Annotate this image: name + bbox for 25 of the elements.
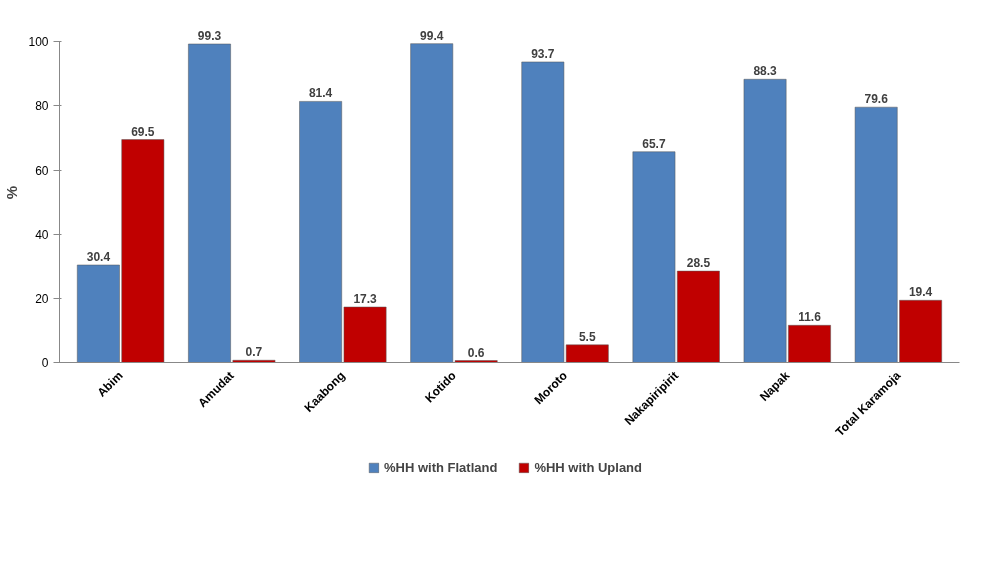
y-tick-label: 0 [41, 356, 49, 370]
data-label: 88.3 [753, 64, 778, 79]
data-label: 30.4 [86, 249, 111, 264]
data-label: 28.5 [686, 256, 711, 271]
data-label: 17.3 [353, 292, 378, 307]
legend-label: %HH with Flatland [384, 459, 498, 475]
y-tick-label: 80 [35, 99, 49, 114]
data-label: 99.3 [197, 28, 222, 43]
data-label: 81.4 [308, 86, 333, 101]
data-label: 19.4 [908, 285, 933, 300]
y-tick-label: 60 [35, 163, 49, 178]
y-tick-label: 40 [35, 227, 49, 242]
data-label: 11.6 [798, 310, 822, 325]
y-tick-label: 100 [28, 35, 49, 50]
data-label: 65.7 [642, 136, 666, 151]
legend-label: %HH with Upland [534, 459, 642, 475]
y-axis-title: % [3, 185, 21, 200]
y-tick-label: 20 [35, 291, 49, 306]
data-label: 0.6 [467, 345, 485, 360]
data-label: 93.7 [531, 46, 555, 61]
data-label: 69.5 [131, 124, 155, 139]
data-label: 5.5 [578, 329, 596, 344]
data-label: 0.7 [245, 345, 263, 360]
data-label: 99.4 [420, 28, 444, 43]
data-label: 79.6 [864, 92, 889, 107]
